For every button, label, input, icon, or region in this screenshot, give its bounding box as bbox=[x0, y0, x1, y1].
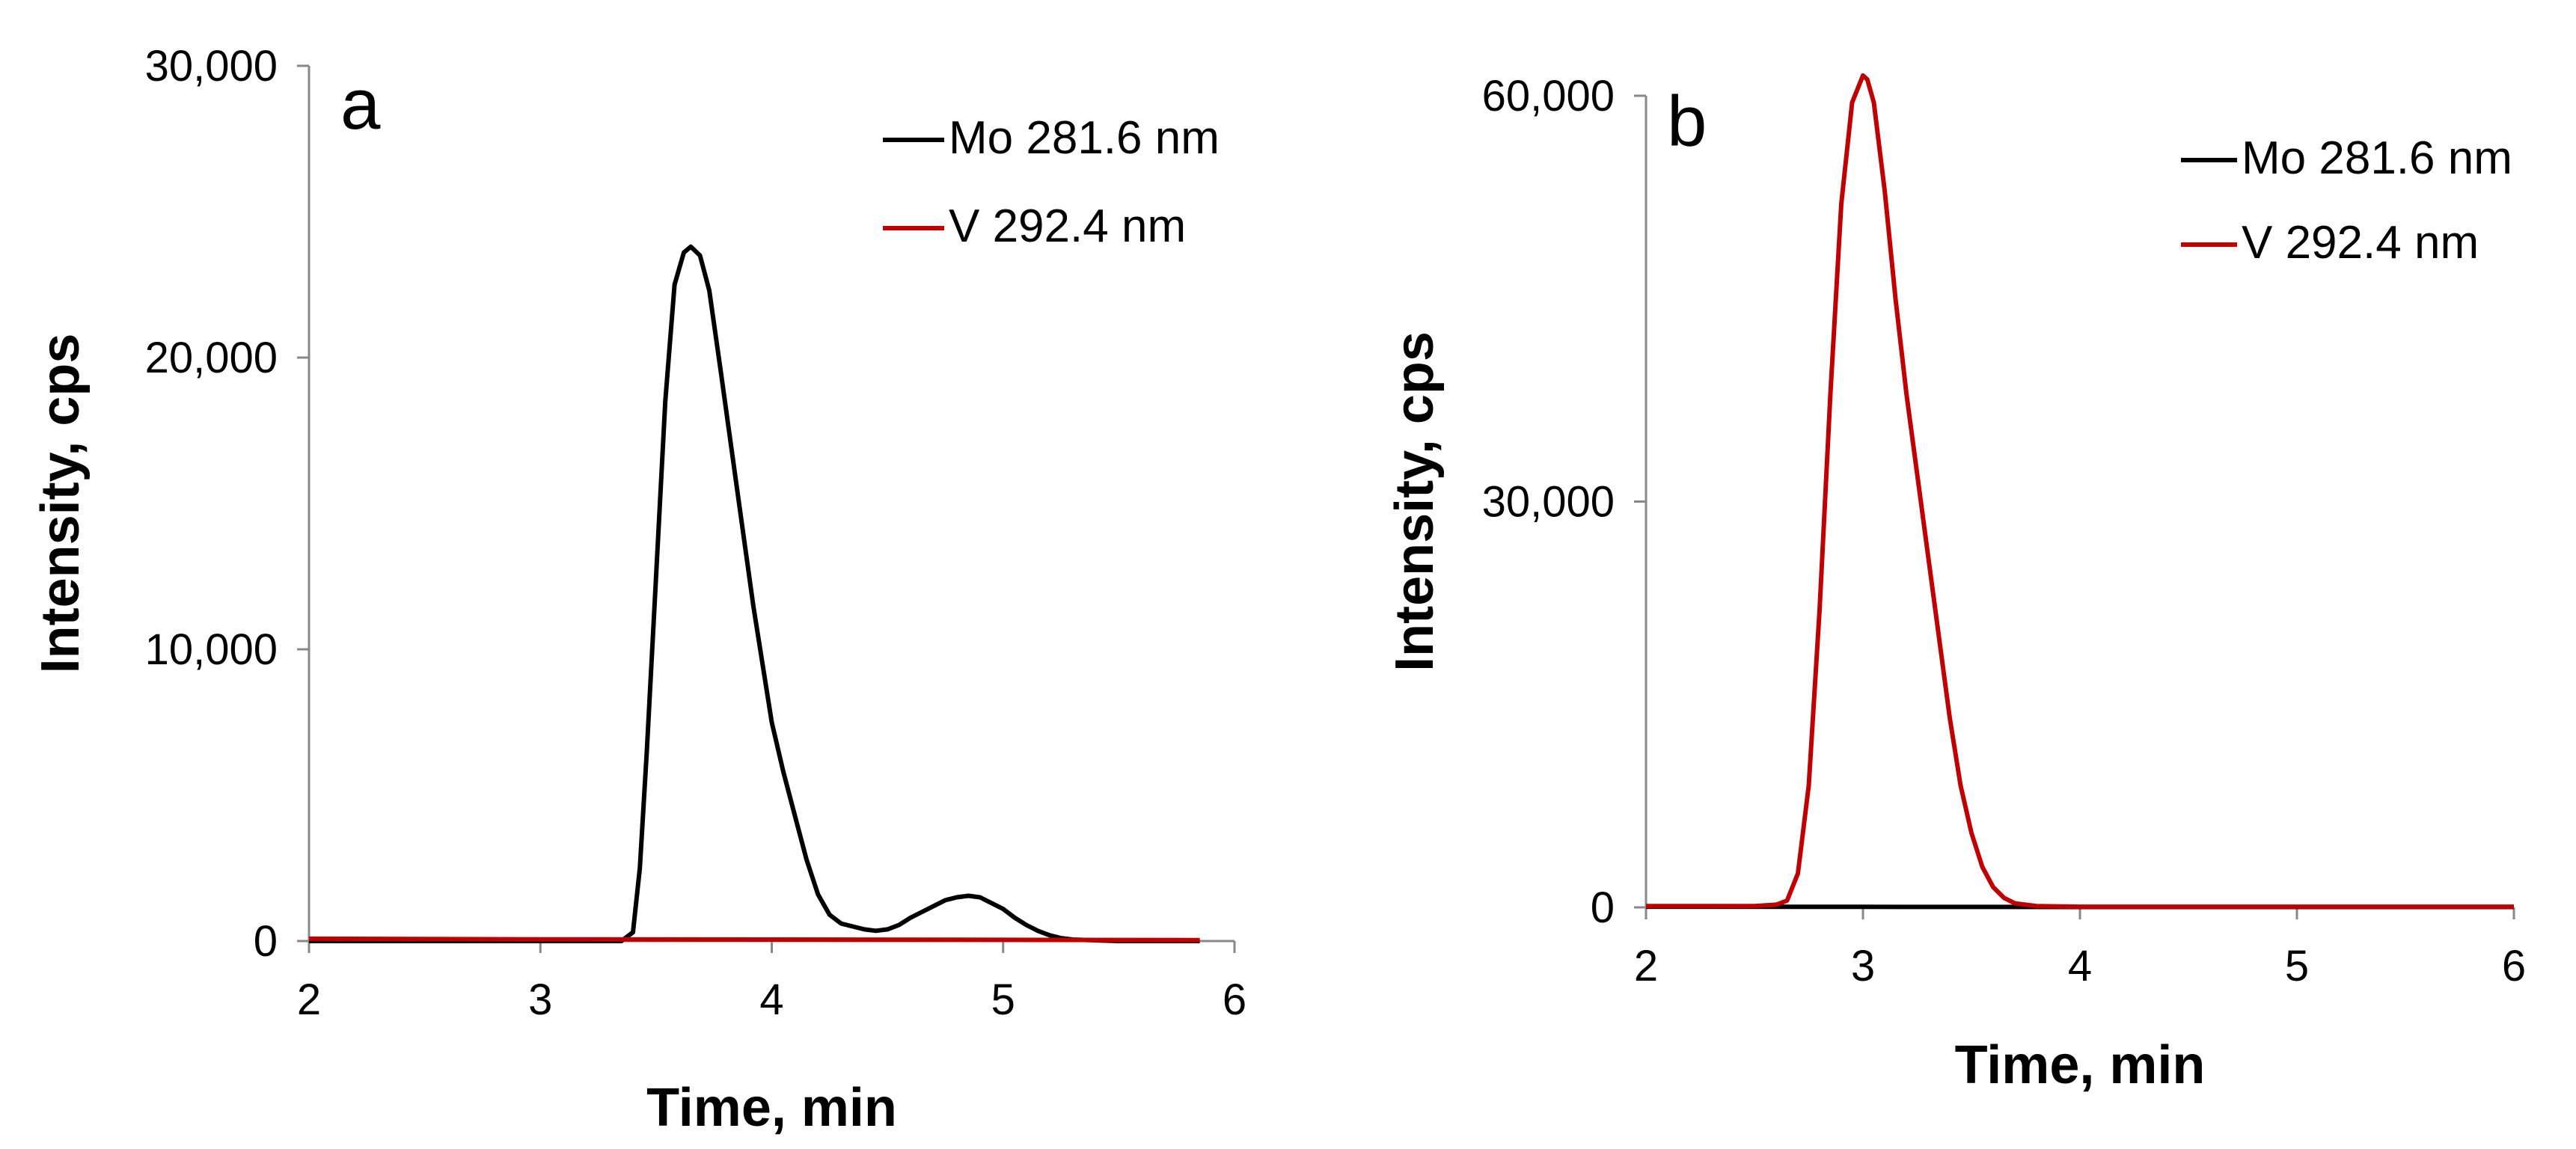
x-axis-title: Time, min bbox=[1955, 1035, 2206, 1095]
x-tick-label: 2 bbox=[297, 975, 321, 1024]
panel-letter: a bbox=[340, 64, 381, 144]
y-axis-title: Intensity, cps bbox=[1385, 331, 1445, 672]
y-axis-title: Intensity, cps bbox=[31, 334, 91, 674]
y-tick-label: 0 bbox=[1591, 883, 1615, 932]
mo-series-line bbox=[309, 244, 1200, 943]
chart-panel-b: 0 30,000 60,000 2 3 4 5 6 Time, min Intensity, cp… bbox=[1385, 72, 2526, 1095]
y-tick-label: 10,000 bbox=[145, 625, 278, 674]
x-tick-label: 5 bbox=[991, 975, 1015, 1024]
x-axis-title: Time, min bbox=[646, 1078, 897, 1138]
x-tick-label: 5 bbox=[2285, 942, 2309, 990]
chart-panel-a: 0 10,000 20,000 30,000 2 3 4 5 6 Time, min Intensi… bbox=[31, 42, 1246, 1138]
legend-label: Mo 281.6 nm bbox=[949, 112, 1220, 164]
v-series-line bbox=[308, 936, 1200, 943]
legend-label: V 292.4 nm bbox=[949, 200, 1186, 252]
x-tick-label: 4 bbox=[2068, 942, 2092, 990]
y-tick-label: 30,000 bbox=[145, 42, 278, 91]
x-tick-label: 6 bbox=[1223, 975, 1246, 1024]
x-tick-label: 4 bbox=[759, 975, 783, 1024]
v-series-line bbox=[1646, 73, 2514, 910]
y-tick-label: 30,000 bbox=[1482, 478, 1615, 527]
legend-label: V 292.4 nm bbox=[2242, 217, 2479, 269]
x-tick-label: 2 bbox=[1634, 942, 1658, 990]
panel-letter: b bbox=[1667, 82, 1707, 162]
x-tick-label: 3 bbox=[1851, 942, 1875, 990]
x-tick-label: 3 bbox=[528, 975, 552, 1024]
x-tick-label: 6 bbox=[2502, 942, 2526, 990]
y-tick-label: 20,000 bbox=[145, 334, 278, 382]
legend-label: Mo 281.6 nm bbox=[2242, 132, 2512, 184]
y-tick-label: 60,000 bbox=[1482, 72, 1615, 120]
y-tick-label: 0 bbox=[254, 917, 278, 966]
